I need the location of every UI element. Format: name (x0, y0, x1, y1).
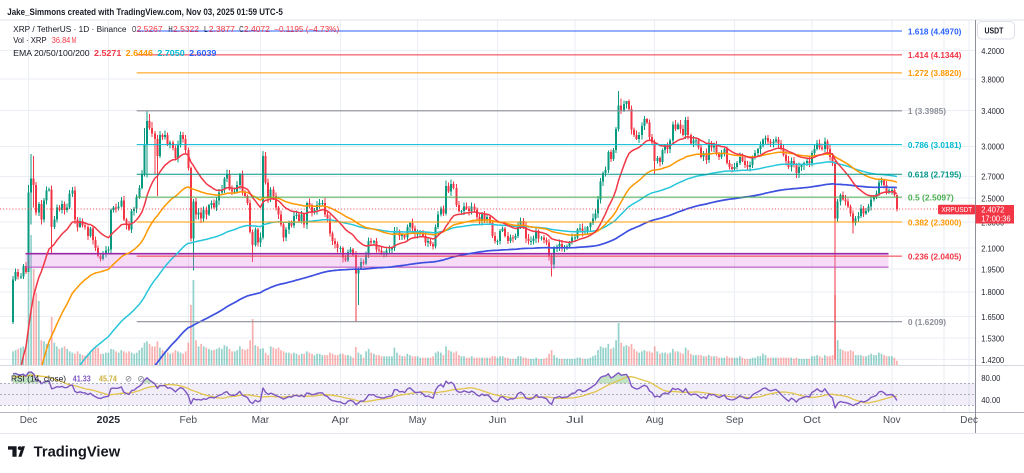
svg-text:41.33: 41.33 (73, 374, 91, 383)
svg-text:0.786 (3.0181): 0.786 (3.0181) (908, 141, 962, 150)
svg-text:1.4200: 1.4200 (981, 355, 1004, 365)
svg-text:Feb: Feb (180, 415, 198, 426)
svg-text:45.74: 45.74 (99, 374, 117, 383)
svg-text:3.8000: 3.8000 (981, 74, 1004, 84)
svg-text:Oct: Oct (803, 415, 821, 426)
svg-text:⊘: ⊘ (125, 373, 132, 383)
svg-text:O: O (132, 25, 136, 34)
svg-text:2.6039: 2.6039 (189, 49, 217, 58)
svg-text:2.5267: 2.5267 (137, 25, 164, 34)
svg-text:1.5300: 1.5300 (981, 334, 1004, 344)
svg-text:1.8000: 1.8000 (981, 287, 1004, 297)
svg-text:XRPUSDT: XRPUSDT (942, 205, 973, 214)
svg-text:36.84: 36.84 (52, 36, 71, 45)
svg-text:0.236 (2.0405): 0.236 (2.0405) (908, 252, 962, 261)
svg-text:0.382 (2.3000): 0.382 (2.3000) (908, 218, 962, 227)
svg-text:2.5000: 2.5000 (981, 194, 1004, 204)
svg-text:2.5271: 2.5271 (94, 49, 122, 58)
svg-text:2.1000: 2.1000 (981, 243, 1004, 253)
svg-text:0.5 (2.5097): 0.5 (2.5097) (908, 193, 954, 202)
svg-text:2.3877: 2.3877 (209, 25, 236, 34)
svg-text:M: M (72, 36, 77, 45)
svg-text:2.6446: 2.6446 (126, 49, 154, 58)
svg-text:RSI (14, close): RSI (14, close) (11, 374, 66, 383)
svg-text:May: May (409, 415, 427, 426)
svg-text:1 (3.3985): 1 (3.3985) (908, 107, 947, 116)
svg-text:XRP / TetherUS · 1D · Binance: XRP / TetherUS · 1D · Binance (13, 25, 127, 34)
svg-text:Jake_Simmons created with Trad: Jake_Simmons created with TradingView.co… (7, 7, 283, 18)
svg-text:2.4072: 2.4072 (244, 25, 271, 34)
svg-text:0.618 (2.7195): 0.618 (2.7195) (908, 171, 962, 180)
svg-text:2025: 2025 (97, 415, 121, 426)
svg-text:1.272 (3.8820): 1.272 (3.8820) (908, 69, 962, 78)
svg-text:C: C (239, 25, 243, 34)
svg-text:⊘: ⊘ (137, 373, 144, 383)
svg-text:0 (1.6209): 0 (1.6209) (908, 318, 947, 327)
svg-text:Apr: Apr (332, 415, 350, 426)
svg-text:Dec: Dec (960, 415, 978, 426)
svg-text:4.2000: 4.2000 (981, 46, 1004, 56)
svg-text:1.6500: 1.6500 (981, 312, 1004, 322)
svg-text:−0.1195 (−4.73%): −0.1195 (−4.73%) (274, 25, 339, 34)
svg-text:3.4000: 3.4000 (981, 106, 1004, 116)
svg-text:80.00: 80.00 (981, 373, 1000, 383)
svg-text:2.7050: 2.7050 (157, 49, 185, 58)
svg-text:Jun: Jun (489, 415, 507, 426)
svg-text:H: H (168, 25, 172, 34)
svg-text:1.618 (4.4970): 1.618 (4.4970) (908, 27, 962, 36)
svg-text:1.9500: 1.9500 (981, 264, 1004, 274)
svg-text:USDT: USDT (985, 25, 1004, 35)
svg-text:2.7000: 2.7000 (981, 172, 1004, 182)
svg-text:3.0000: 3.0000 (981, 142, 1004, 152)
svg-text:Dec: Dec (20, 415, 38, 426)
svg-text:Aug: Aug (646, 415, 664, 426)
svg-text:2.5322: 2.5322 (173, 25, 200, 34)
svg-text:TradingView: TradingView (34, 445, 121, 461)
svg-text:EMA 20/50/100/200: EMA 20/50/100/200 (13, 49, 90, 58)
svg-text:Nov: Nov (883, 415, 901, 426)
svg-text:1.414 (4.1344): 1.414 (4.1344) (908, 51, 962, 60)
svg-text:Jul: Jul (566, 415, 584, 426)
svg-text:40.00: 40.00 (981, 395, 1000, 405)
svg-text:2.4072: 2.4072 (981, 205, 1004, 215)
svg-text:Sep: Sep (726, 415, 744, 426)
svg-text:Mar: Mar (252, 415, 270, 426)
svg-text:L: L (204, 25, 208, 34)
svg-text:Vol · XRP: Vol · XRP (13, 36, 46, 45)
svg-text:17:00:36: 17:00:36 (981, 214, 1011, 223)
